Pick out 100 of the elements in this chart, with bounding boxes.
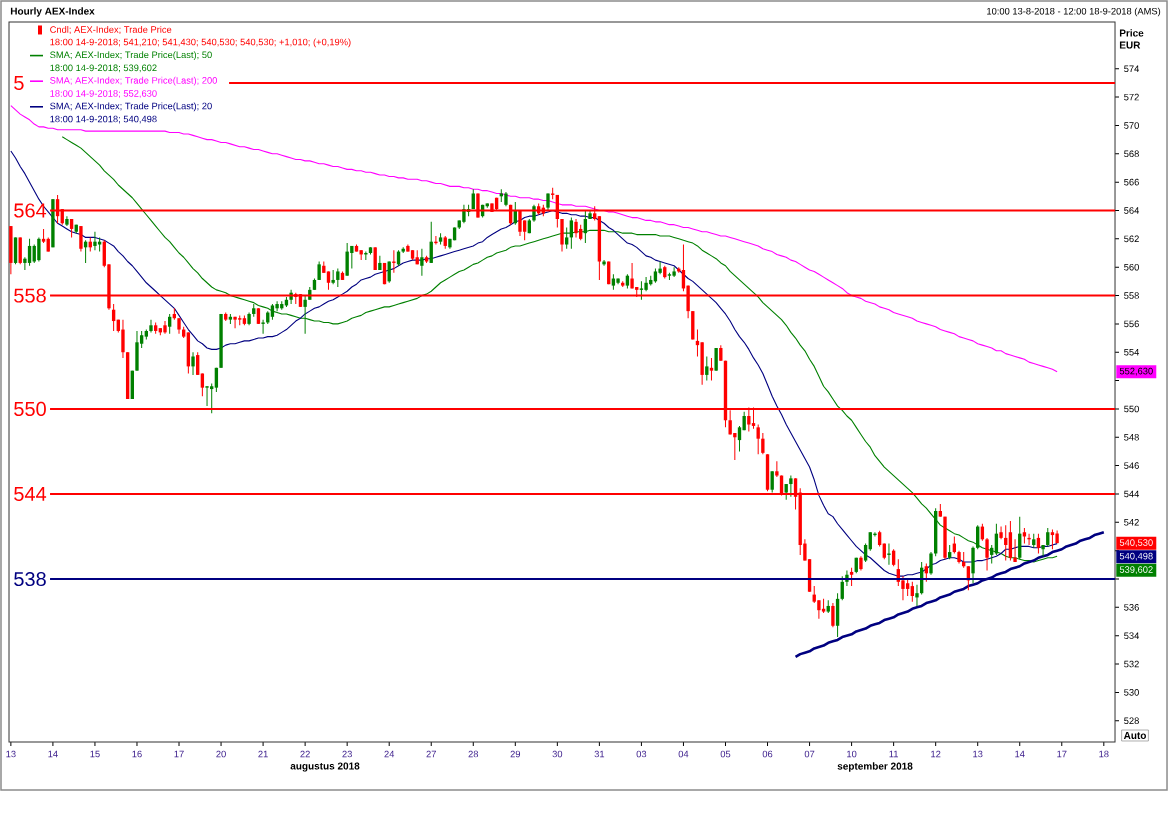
ref-line-label: 544 [14, 486, 47, 501]
candlestick [191, 351, 195, 376]
ref-line-label: 558 [14, 288, 46, 303]
candlestick [214, 367, 219, 393]
candlestick [831, 602, 835, 628]
candlestick [985, 537, 989, 571]
candlestick [709, 357, 714, 382]
ref-line-label: 538 [14, 571, 46, 587]
candlestick [705, 355, 709, 382]
candlestick [910, 581, 914, 603]
annotation: 18:00 14-9-2018; 539,602 [50, 64, 157, 73]
candlestick [331, 269, 335, 285]
x-tick-label: 28 [468, 750, 479, 758]
y-tick-label: 574 [1124, 65, 1140, 73]
candlestick [639, 280, 644, 301]
text: Auto [1123, 732, 1146, 739]
candlestick [775, 460, 779, 478]
x-tick-label: 18 [1099, 750, 1109, 758]
candlestick [630, 262, 634, 289]
x-tick-label: 14 [1015, 750, 1025, 758]
candlestick [1036, 533, 1041, 554]
candlestick [196, 351, 200, 376]
x-tick-label: 24 [384, 750, 395, 758]
candlestick [1050, 528, 1055, 550]
candlestick [789, 475, 793, 498]
legend-label: SMA; AEX-Index; Trade Price(Last); 50 [50, 51, 212, 60]
legend-label: SMA; AEX-Index; Trade Price(Last); 20 [50, 102, 212, 112]
x-tick-label: 15 [90, 750, 100, 758]
candlestick [999, 526, 1003, 540]
candlestick [167, 313, 172, 335]
candlestick [163, 320, 167, 335]
x-tick-label: 04 [678, 750, 689, 758]
y-tick-label: 550 [1124, 405, 1139, 413]
x-tick-label: 17 [1057, 750, 1067, 758]
x-tick-label: 27 [426, 750, 436, 758]
y-tick-label: 546 [1124, 462, 1139, 469]
x-tick-label: 13 [973, 750, 983, 758]
candlestick [761, 432, 765, 455]
candlestick [420, 248, 424, 277]
text: 540,498 [1119, 552, 1153, 561]
legend-label: SMA; AEX-Index; Trade Price(Last); 200 [50, 76, 218, 86]
candlestick [644, 276, 648, 292]
y-tick-label: 572 [1124, 93, 1139, 101]
annotation: 18:00 14-9-2018; 540,498 [50, 115, 157, 124]
x-tick-label: 13 [6, 750, 16, 758]
candlestick [79, 225, 83, 253]
candlestick [849, 567, 854, 587]
candlestick [863, 543, 868, 563]
candlestick [574, 218, 578, 238]
ref-line-label: 564 [14, 203, 47, 218]
candlestick [93, 231, 97, 251]
candlestick [69, 218, 74, 238]
text: 552,630 [1119, 367, 1153, 376]
annotation: 18:00 14-9-2018; 552,630 [50, 90, 157, 98]
candlestick [565, 227, 569, 250]
x-tick-label: 07 [804, 750, 815, 758]
x-tick-label: 16 [132, 750, 142, 758]
x-tick-label: 11 [889, 750, 899, 758]
y-tick-label: 544 [1124, 490, 1140, 498]
candlestick [770, 470, 774, 494]
candlestick [149, 319, 153, 333]
x-tick-label: 20 [216, 750, 226, 758]
candlestick [817, 599, 821, 620]
y-tick-label: 534 [1124, 632, 1140, 639]
x-tick-label: 10 [847, 750, 857, 758]
candlestick [672, 266, 676, 278]
y-tick-label: 560 [1124, 263, 1139, 271]
x-tick-label: 06 [762, 750, 773, 758]
y-tick-label: 556 [1124, 320, 1139, 328]
y-tick-label: 528 [1124, 717, 1139, 725]
candlestick [1041, 544, 1045, 557]
y-tick-label: 532 [1124, 660, 1139, 668]
candlestick [378, 255, 382, 271]
y-tick-label: 548 [1124, 433, 1139, 441]
y-tick-label: 536 [1124, 604, 1139, 611]
candlestick [205, 385, 209, 407]
y-tick-label: 562 [1124, 235, 1139, 243]
y-axis-title: Price EUR [1119, 29, 1144, 49]
x-tick-label: 23 [342, 750, 352, 758]
text: augustus 2018 [290, 762, 360, 772]
x-tick-label: 05 [720, 750, 731, 758]
y-tick-label: 564 [1124, 207, 1140, 214]
y-tick-label: 566 [1124, 178, 1139, 186]
x-tick-label: 29 [510, 750, 521, 758]
chart-subtitle: 10:00 13-8-2018 - 12:00 18-9-2018 (AMS) [987, 7, 1161, 17]
legend-label: Cndl; AEX-Index; Trade Price [50, 26, 172, 34]
y-tick-label: 558 [1124, 292, 1139, 299]
y-tick-label: 570 [1124, 122, 1139, 129]
annotation: 5 [14, 75, 24, 90]
chart-title: Hourly AEX-Index [10, 7, 95, 17]
x-tick-label: 21 [258, 750, 268, 758]
candlestick [121, 319, 125, 359]
text: september 2018 [837, 762, 913, 772]
candlestick [336, 268, 340, 288]
candlestick [929, 551, 933, 576]
candlestick [326, 270, 331, 291]
candlestick [887, 543, 891, 566]
x-tick-label: 12 [931, 750, 941, 758]
candlestick [200, 372, 205, 397]
y-tick-label: 542 [1124, 519, 1139, 526]
